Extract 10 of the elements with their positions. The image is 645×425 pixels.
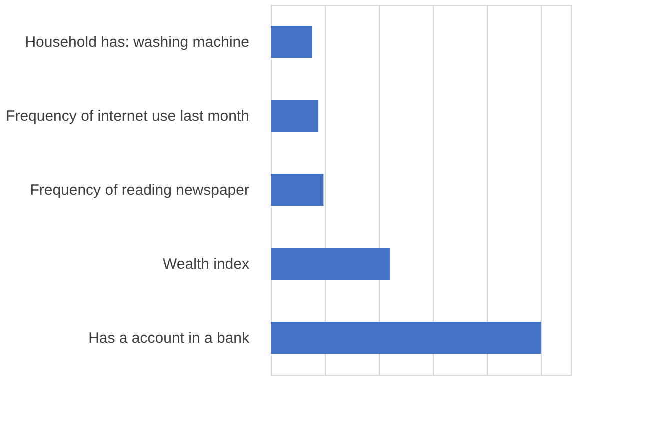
bar [271,322,542,354]
y-tick-label: Household has: washing machine [25,34,250,51]
y-tick-label: Frequency of reading newspaper [30,182,250,199]
y-tick-label: Wealth index [163,256,250,273]
y-tick-label: Frequency of internet use last month [6,108,250,125]
bar [271,248,390,280]
bar [271,26,312,58]
y-tick-label: Has a account in a bank [88,330,250,347]
bar [271,174,324,206]
bar [271,100,319,132]
